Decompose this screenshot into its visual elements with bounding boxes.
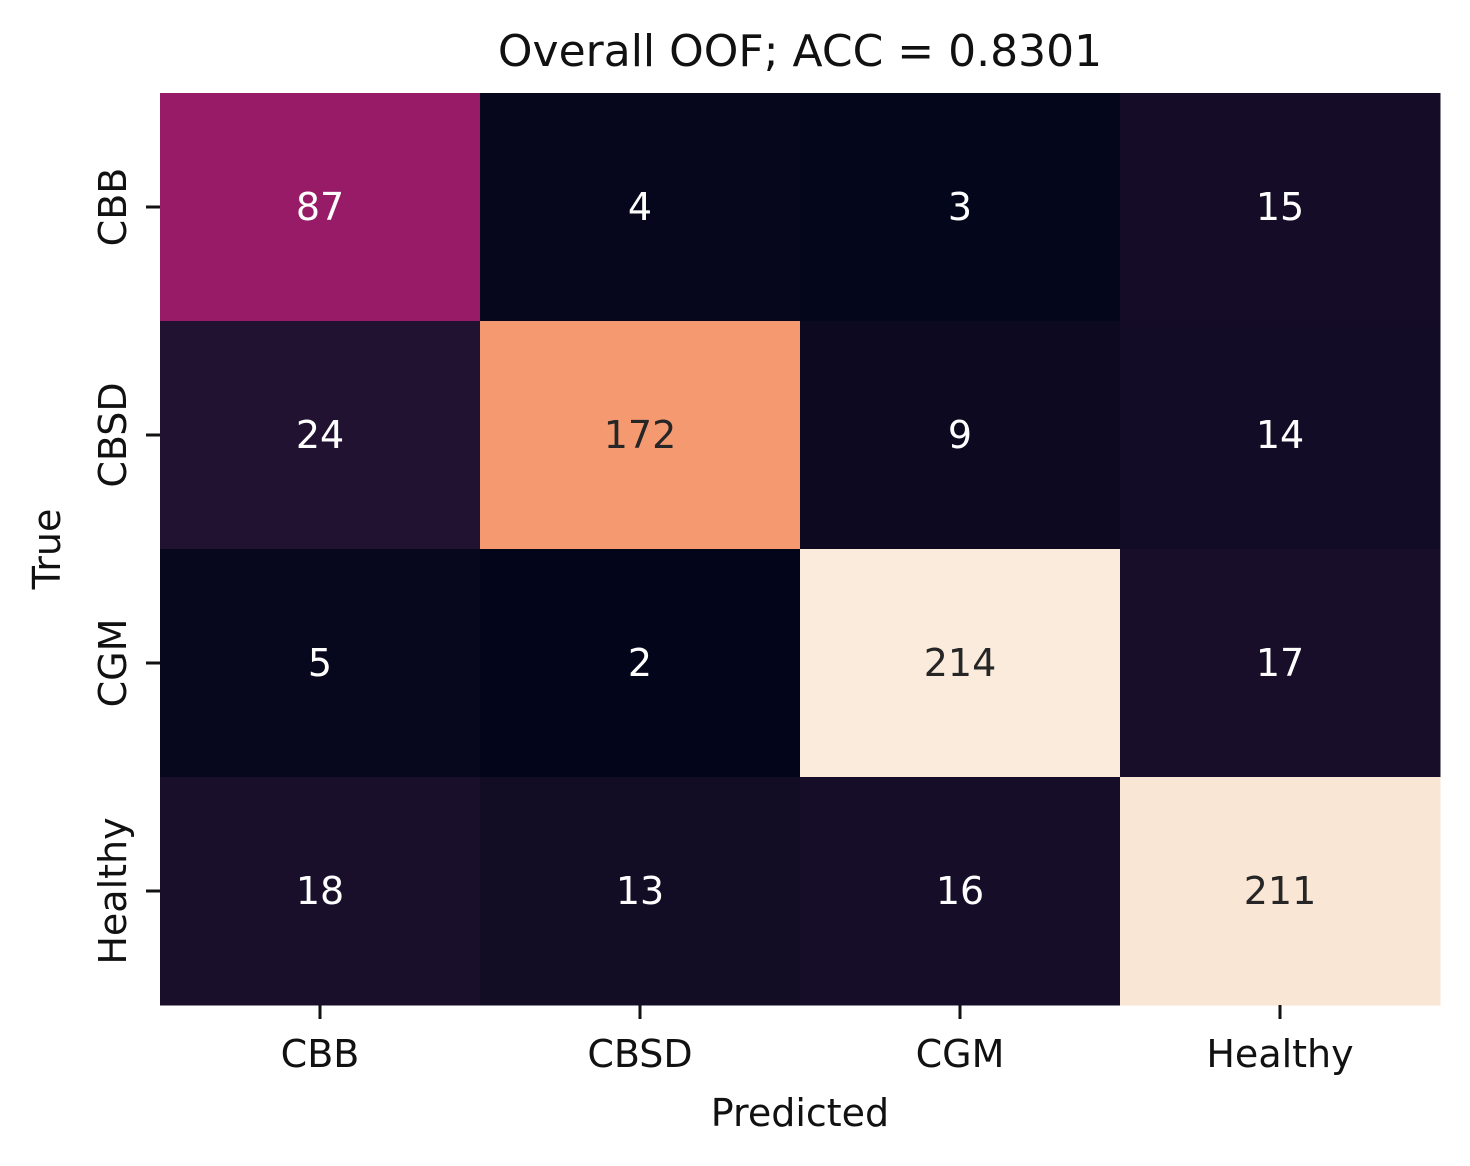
cell-value-label: 172 [604,413,677,457]
heatmap-cells [160,93,1441,1006]
heatmap-cell [160,549,481,778]
heatmap-cell [480,777,801,1006]
cell-value-label: 15 [1256,185,1304,229]
heatmap-cell-labels: 87 4 3 15 24 172 9 14 5 2 214 17 18 13 16 211 [296,185,1316,913]
heatmap-cell [160,93,481,322]
x-tick-label: CBB [281,1032,360,1076]
cell-value-label: 5 [308,641,332,685]
heatmap-cell [800,321,1121,550]
cell-value-label: 211 [1244,869,1317,913]
heatmap-cell [1120,549,1441,778]
x-tick-label: Healthy [1206,1032,1353,1076]
y-tick-label: CGM [91,619,135,708]
cell-value-label: 18 [296,869,344,913]
cell-value-label: 3 [948,185,972,229]
heatmap-cell [800,93,1121,322]
cell-value-label: 214 [924,641,997,685]
cell-value-label: 9 [948,413,972,457]
y-tick-label: CBB [91,168,135,247]
cell-value-label: 13 [616,869,664,913]
heatmap-cell [800,549,1121,778]
x-tick-label: CBSD [587,1032,692,1076]
y-axis-ticks: CBB CBSD CGM Healthy [91,168,160,965]
heatmap-cell [160,777,481,1006]
cell-value-label: 14 [1256,413,1304,457]
heatmap-cell [1120,777,1441,1006]
x-axis-ticks: CBB CBSD CGM Healthy [281,1005,1354,1076]
chart-title: Overall OOF; ACC = 0.8301 [498,26,1102,77]
cell-value-label: 87 [296,185,344,229]
heatmap-cell [480,321,801,550]
y-tick-label: CBSD [91,382,135,487]
cell-value-label: 16 [936,869,984,913]
heatmap-cell [160,321,481,550]
heatmap-cell [480,93,801,322]
heatmap-cell [1120,321,1441,550]
heatmap-cell [1120,93,1441,322]
cell-value-label: 17 [1256,641,1304,685]
y-tick-label: Healthy [91,817,135,964]
y-axis-label: True [25,509,69,591]
cell-value-label: 4 [628,185,652,229]
heatmap-cell [480,549,801,778]
x-axis-label: Predicted [711,1091,889,1135]
cell-value-label: 24 [296,413,344,457]
cell-value-label: 2 [628,641,652,685]
heatmap-cell [800,777,1121,1006]
x-tick-label: CGM [916,1032,1005,1076]
